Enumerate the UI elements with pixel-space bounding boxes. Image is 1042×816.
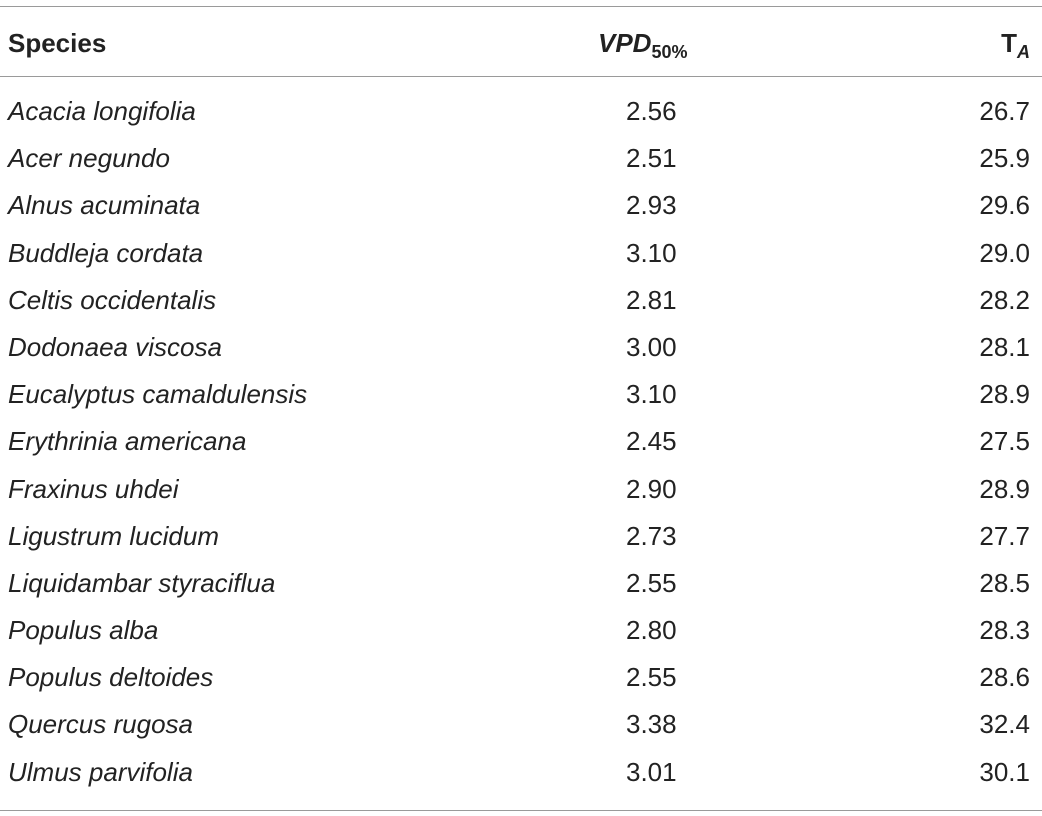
cell-ta: 26.7 [979, 96, 1030, 126]
table-row: Erythrinia americana 2.45 27.5 [0, 418, 1042, 465]
cell-ta: 27.5 [979, 426, 1030, 457]
table-top-rule [0, 6, 1042, 7]
header-ta: TA [1001, 28, 1030, 62]
header-ta-sub: A [1017, 42, 1030, 62]
cell-species: Acacia longifolia [8, 96, 196, 126]
cell-species: Erythrinia americana [8, 426, 247, 457]
cell-species: Dodonaea viscosa [8, 331, 222, 362]
table-bottom-rule [0, 810, 1042, 811]
cell-species: Alnus acuminata [8, 190, 201, 221]
cell-ta: 28.9 [979, 473, 1030, 504]
cell-vpd50: 2.56 [626, 96, 677, 126]
table-header-rule [0, 76, 1042, 77]
table-row: Acer negundo 2.51 25.9 [0, 135, 1042, 182]
header-species: Species [8, 28, 107, 58]
cell-vpd50: 3.10 [626, 379, 677, 410]
table-row: Celtis occidentalis 2.81 28.2 [0, 277, 1042, 324]
cell-species: Fraxinus uhdei [8, 473, 179, 504]
cell-vpd50: 2.93 [626, 190, 677, 221]
table-row: Populus deltoides 2.55 28.6 [0, 654, 1042, 701]
table-row: Ligustrum lucidum 2.73 27.7 [0, 513, 1042, 560]
table-row: Liquidambar styraciflua 2.55 28.5 [0, 560, 1042, 607]
header-vpd50: VPD50% [598, 28, 688, 62]
cell-ta: 27.7 [979, 520, 1030, 551]
cell-species: Populus deltoides [8, 662, 214, 693]
cell-vpd50: 2.45 [626, 426, 677, 457]
cell-vpd50: 2.55 [626, 662, 677, 693]
table-header-row: Species VPD50% TA [0, 6, 1042, 76]
cell-vpd50: 3.10 [626, 237, 677, 268]
cell-vpd50: 2.73 [626, 520, 677, 551]
cell-ta: 32.4 [979, 709, 1030, 740]
cell-vpd50: 2.51 [626, 143, 677, 174]
cell-species: Eucalyptus camaldulensis [8, 379, 308, 410]
cell-ta: 30.1 [979, 756, 1030, 787]
cell-species: Acer negundo [8, 143, 170, 174]
table-row: Eucalyptus camaldulensis 3.10 28.9 [0, 371, 1042, 418]
table-row: Fraxinus uhdei 2.90 28.9 [0, 466, 1042, 513]
cell-vpd50: 2.90 [626, 473, 677, 504]
cell-ta: 28.2 [979, 284, 1030, 315]
cell-vpd50: 2.55 [626, 567, 677, 598]
cell-ta: 28.3 [979, 615, 1030, 646]
table-row: Ulmus parvifolia 3.01 30.1 [0, 749, 1042, 796]
cell-ta: 28.1 [979, 331, 1030, 362]
cell-species: Celtis occidentalis [8, 284, 217, 315]
header-ta-main: T [1001, 28, 1017, 58]
cell-species: Quercus rugosa [8, 709, 193, 740]
cell-vpd50: 3.38 [626, 709, 677, 740]
table-row: Dodonaea viscosa 3.00 28.1 [0, 324, 1042, 371]
cell-ta: 25.9 [979, 143, 1030, 174]
cell-vpd50: 2.81 [626, 284, 677, 315]
cell-species: Ulmus parvifolia [8, 756, 193, 787]
table-body: Acacia longifolia 2.56 26.7 Acer negundo 2.5… [0, 88, 1042, 796]
cell-ta: 29.6 [979, 190, 1030, 221]
header-vpd-main: VPD [598, 28, 652, 58]
cell-ta: 29.0 [979, 237, 1030, 268]
cell-vpd50: 3.00 [626, 331, 677, 362]
cell-species: Populus alba [8, 615, 159, 646]
cell-ta: 28.6 [979, 662, 1030, 693]
header-vpd-sub: 50% [651, 42, 688, 62]
cell-species: Ligustrum lucidum [8, 520, 219, 551]
cell-vpd50: 3.01 [626, 756, 677, 787]
cell-vpd50: 2.80 [626, 615, 677, 646]
cell-species: Liquidambar styraciflua [8, 567, 276, 598]
table-row: Buddleja cordata 3.10 29.0 [0, 230, 1042, 277]
table-row: Populus alba 2.80 28.3 [0, 607, 1042, 654]
cell-ta: 28.9 [979, 379, 1030, 410]
cell-species: Buddleja cordata [8, 237, 204, 268]
table-row: Quercus rugosa 3.38 32.4 [0, 701, 1042, 748]
table-row: Acacia longifolia 2.56 26.7 [0, 88, 1042, 135]
cell-ta: 28.5 [979, 567, 1030, 598]
table-row: Alnus acuminata 2.93 29.6 [0, 182, 1042, 229]
